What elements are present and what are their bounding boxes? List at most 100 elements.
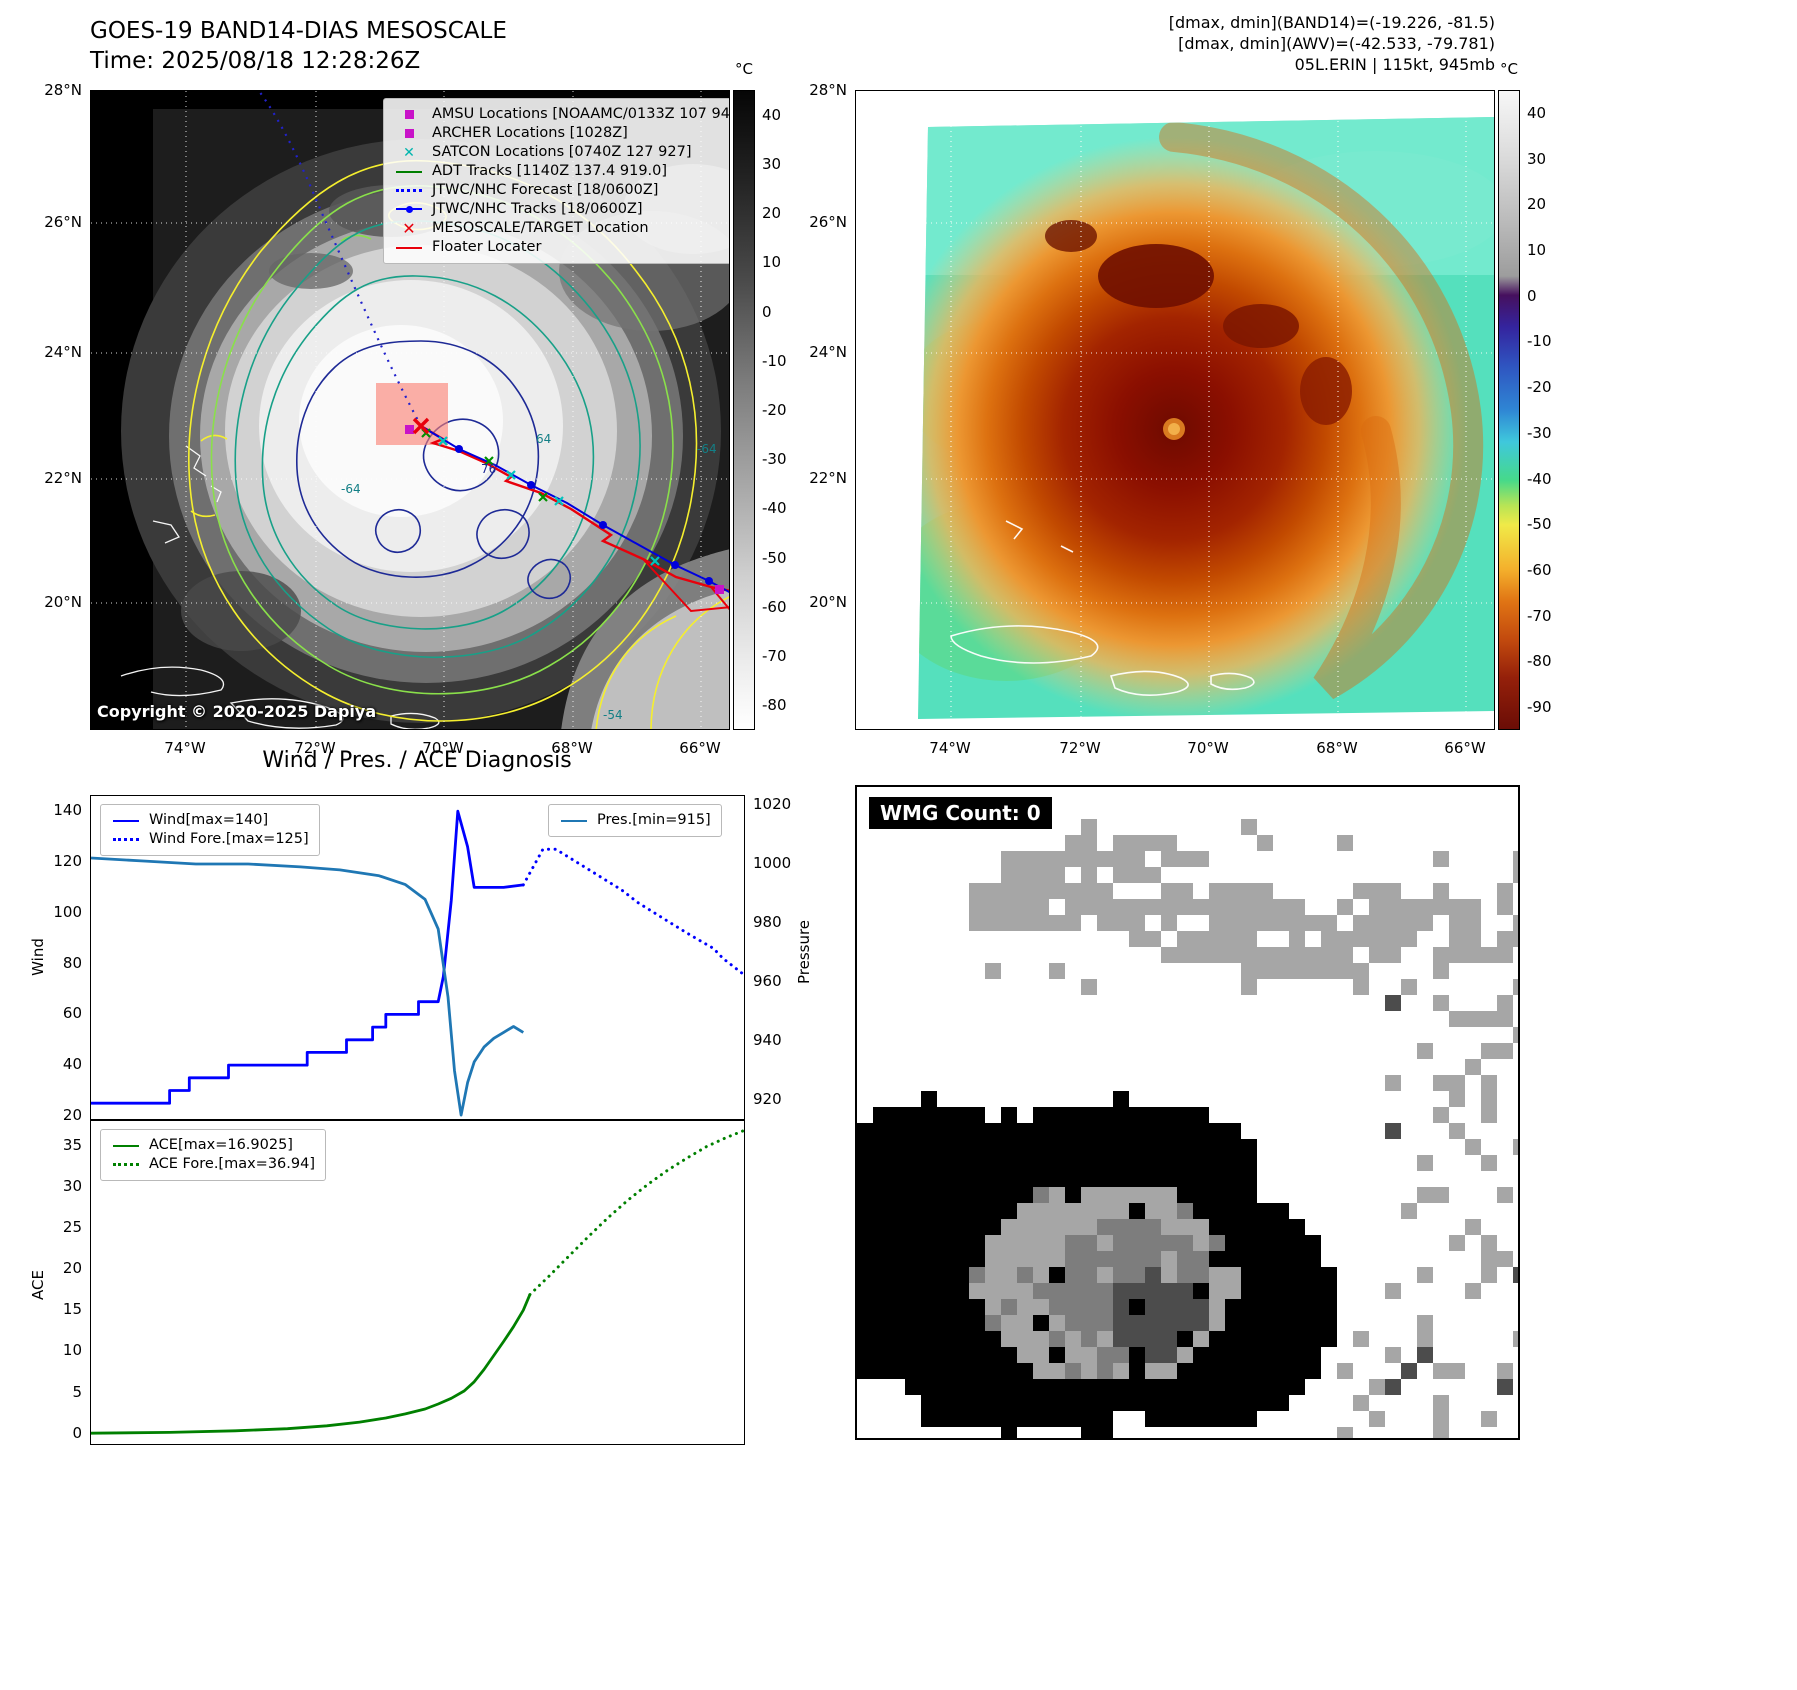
ace-chart — [90, 1120, 745, 1445]
tick-label: 24°N — [44, 343, 82, 361]
temperature-contours — [188, 159, 729, 729]
tick-label: 15 — [62, 1300, 82, 1319]
wind-axis-label: Wind — [29, 938, 47, 976]
jtwc-track-points — [455, 445, 713, 585]
coastlines — [120, 445, 440, 729]
tick-label: -50 — [1527, 515, 1552, 534]
square-marker-icon — [394, 129, 424, 138]
tick-label: 68°W — [551, 739, 593, 757]
tick-label: -70 — [762, 647, 787, 666]
contour-label: -64 — [697, 442, 717, 456]
tick-label: 100 — [53, 902, 82, 921]
tick-label: 72°W — [294, 739, 336, 757]
line-marker-icon — [394, 246, 424, 249]
legend-label: JTWC/NHC Tracks [18/0600Z] — [432, 201, 643, 217]
tick-label: 30 — [762, 154, 782, 173]
tick-label: 80 — [62, 953, 82, 972]
tick-label: 0 — [72, 1423, 82, 1442]
legend-item: Wind[max=140] — [111, 811, 309, 830]
wmg-count-label: WMG Count: 0 — [869, 797, 1052, 829]
tick-label: 66°W — [1444, 739, 1486, 757]
tick-label: 28°N — [44, 81, 82, 99]
tick-label: 30 — [1527, 149, 1547, 168]
awv-colorbar — [1498, 90, 1520, 730]
legend-label: ACE Fore.[max=36.94] — [149, 1156, 315, 1172]
legend-label: ADT Tracks [1140Z 137.4 919.0] — [432, 163, 668, 179]
tick-label: 24°N — [809, 343, 847, 361]
amsu-markers — [405, 425, 724, 594]
tick-label: 22°N — [44, 469, 82, 487]
storm-info-block: [dmax, dmin](BAND14)=(-19.226, -81.5) [d… — [1169, 12, 1495, 75]
floater-locater-branch — [642, 558, 729, 613]
square-marker-icon — [394, 110, 424, 119]
series-ACE[max=16.9025] — [91, 1294, 532, 1435]
tick-label: 40 — [762, 105, 782, 124]
legend-item: ARCHER Locations [1028Z] — [394, 124, 729, 143]
series-Pres.[min=915] — [91, 856, 525, 1117]
wmg-pixel-map — [857, 819, 1518, 1438]
x-bold-marker-icon: ✕ — [402, 218, 416, 238]
legend-item: JTWC/NHC Tracks [18/0600Z] — [394, 200, 729, 219]
pressure-legend: Pres.[min=915] — [548, 804, 722, 837]
legend-label: SATCON Locations [0740Z 127 927] — [432, 144, 692, 160]
tick-label: 20 — [762, 204, 782, 223]
target-x-marker — [412, 417, 430, 435]
tick-label: 68°W — [1316, 739, 1358, 757]
tick-label: -40 — [762, 499, 787, 518]
tick-label: -80 — [762, 696, 787, 715]
wind-pressure-series — [91, 809, 744, 1117]
series-Wind[max=140] — [91, 809, 524, 1105]
wind-legend: Wind[max=140] Wind Fore.[max=125] — [100, 804, 320, 856]
color-imagery — [918, 117, 1494, 719]
tick-label: 25 — [62, 1217, 82, 1236]
band14-title: GOES-19 BAND14-DIAS MESOSCALE — [90, 18, 507, 44]
tick-label: -40 — [1527, 469, 1552, 488]
tick-label: -20 — [1527, 378, 1552, 397]
tick-label: 20°N — [809, 593, 847, 611]
tick-label: -20 — [762, 401, 787, 419]
legend-label: ARCHER Locations [1028Z] — [432, 125, 628, 141]
tick-label: 26°N — [809, 213, 847, 231]
tick-label: 20 — [1527, 195, 1547, 214]
legend-label: AMSU Locations [NOAAMC/0133Z 107 946] — [432, 106, 730, 122]
tick-label: -80 — [1527, 652, 1552, 671]
awv-colorbar-unit: °C — [1500, 60, 1518, 78]
tick-label: 20°N — [44, 593, 82, 611]
tick-label: 20 — [62, 1105, 82, 1124]
dotted-marker-icon — [111, 838, 141, 841]
storm-id-intensity-text: 05L.ERIN | 115kt, 945mb — [1294, 55, 1495, 74]
tick-label: 960 — [753, 972, 782, 991]
satcon-markers — [438, 436, 660, 566]
ace-legend: ACE[max=16.9025] ACE Fore.[max=36.94] — [100, 1129, 326, 1181]
tick-label: 120 — [53, 852, 82, 871]
tick-label: -30 — [762, 450, 787, 469]
band14-legend: AMSU Locations [NOAAMC/0133Z 107 946] ARC… — [383, 98, 730, 264]
legend-label: Floater Locater — [432, 239, 542, 255]
awv-satellite-image — [856, 91, 1494, 729]
tick-label: 10 — [62, 1341, 82, 1360]
legend-label: ACE[max=16.9025] — [149, 1137, 293, 1153]
line-marker-icon — [111, 819, 141, 822]
tick-label: -60 — [1527, 561, 1552, 579]
legend-item: Wind Fore.[max=125] — [111, 830, 309, 849]
band14-colorbar-unit: °C — [735, 60, 753, 78]
tick-label: 10 — [762, 253, 782, 272]
tick-label: 74°W — [929, 739, 971, 757]
dmax-dmin-awv-text: [dmax, dmin](AWV)=(-42.533, -79.781) — [1178, 34, 1495, 53]
wmg-panel: WMG Count: 0 — [855, 785, 1520, 1440]
coastlines — [950, 520, 1255, 696]
tick-label: -10 — [762, 351, 787, 370]
line-marker-icon — [394, 170, 424, 173]
tick-label: 1020 — [753, 794, 792, 813]
tick-label: 40 — [1527, 103, 1547, 122]
legend-item: ADT Tracks [1140Z 137.4 919.0] — [394, 162, 729, 181]
tick-label: 28°N — [809, 81, 847, 99]
legend-item: Pres.[min=915] — [559, 811, 711, 830]
copyright-text: Copyright © 2020-2025 Dapiya — [97, 702, 377, 721]
contour-label: 64 — [536, 432, 551, 446]
tick-label: 70°W — [1187, 739, 1229, 757]
tick-label: 26°N — [44, 213, 82, 231]
tick-label: 10 — [1527, 241, 1547, 259]
tick-label: 35 — [62, 1135, 82, 1154]
tick-label: 70°W — [422, 739, 464, 757]
